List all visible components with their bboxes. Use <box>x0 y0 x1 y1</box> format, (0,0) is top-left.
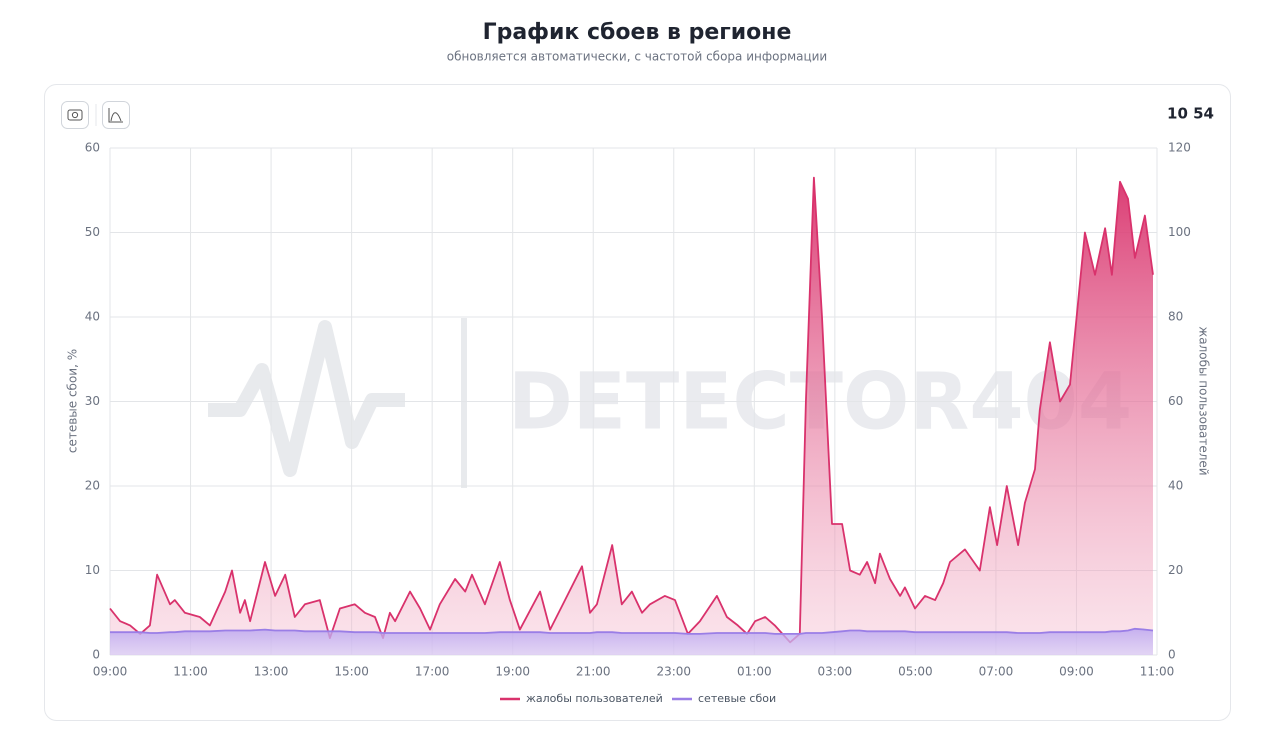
legend-label: жалобы пользователей <box>526 692 663 705</box>
y2-axis-label: жалобы пользователей <box>1197 326 1211 475</box>
clock: 10 54 <box>1167 105 1214 123</box>
x-tick-label: 09:00 <box>93 665 128 679</box>
y2-tick-label: 0 <box>1168 648 1176 662</box>
x-tick-label: 03:00 <box>818 665 853 679</box>
page-title: График сбоев в регионе <box>483 20 792 45</box>
x-tick-label: 19:00 <box>495 665 530 679</box>
x-tick-label: 07:00 <box>979 665 1014 679</box>
y-tick-label: 30 <box>85 394 100 408</box>
page-subtitle: обновляется автоматически, с частотой сб… <box>447 50 827 64</box>
y-tick-label: 50 <box>85 225 100 239</box>
legend-label: сетевые сбои <box>698 692 776 705</box>
x-tick-label: 11:00 <box>173 665 208 679</box>
series-line <box>110 627 1154 635</box>
y2-tick-label: 80 <box>1168 310 1183 324</box>
x-tick-label: 09:00 <box>1059 665 1094 679</box>
chart-card <box>44 84 1231 721</box>
y2-tick-label: 60 <box>1168 394 1183 408</box>
y2-tick-label: 120 <box>1168 141 1191 155</box>
y2-tick-label: 40 <box>1168 479 1183 493</box>
x-tick-label: 05:00 <box>898 665 933 679</box>
y-tick-label: 10 <box>85 563 100 577</box>
series-line <box>109 176 1154 644</box>
camera-button[interactable] <box>61 101 89 129</box>
chart-mode-button[interactable] <box>102 101 130 129</box>
x-tick-label: 11:00 <box>1140 665 1175 679</box>
x-tick-label: 17:00 <box>415 665 450 679</box>
y-tick-label: 40 <box>85 310 100 324</box>
x-tick-label: 23:00 <box>656 665 691 679</box>
x-tick-label: 15:00 <box>334 665 369 679</box>
y-tick-label: 60 <box>85 141 100 155</box>
area-fill <box>110 628 1153 655</box>
area-fill <box>110 177 1153 655</box>
y-tick-label: 20 <box>85 479 100 493</box>
x-tick-label: 21:00 <box>576 665 611 679</box>
y2-tick-label: 20 <box>1168 563 1183 577</box>
y2-tick-label: 100 <box>1168 225 1191 239</box>
watermark <box>208 318 467 488</box>
x-tick-label: 13:00 <box>254 665 289 679</box>
x-tick-label: 01:00 <box>737 665 772 679</box>
y-tick-label: 0 <box>92 648 100 662</box>
y-axis-label: сетевые сбои, % <box>66 349 80 453</box>
